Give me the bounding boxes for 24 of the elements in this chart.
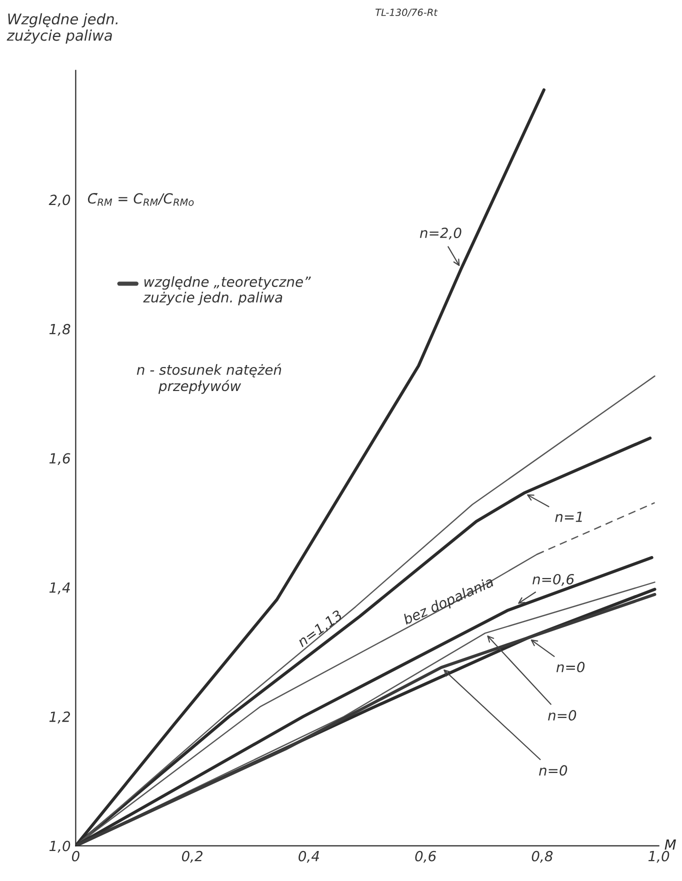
- x-axis-title: M: [664, 839, 676, 850]
- annotation: n=0,6: [532, 574, 574, 586]
- y-tick-label: 1,2: [49, 712, 70, 724]
- y-tick-label: 2,0: [48, 194, 70, 207]
- y-tick-label: 1,4: [49, 582, 70, 594]
- x-tick-label: 0,2: [182, 850, 203, 863]
- x-tick-label: 1,0: [648, 850, 670, 863]
- y-tick-label: 1,8: [49, 324, 70, 336]
- text: C̄$_{RM}$ = C$_{RM}$/C$_{RMo}$: [88, 193, 194, 206]
- y-tick-label: 1,6: [49, 453, 70, 466]
- annotation: n=0: [556, 662, 585, 672]
- x-tick-label: 0: [72, 850, 80, 862]
- annotation: n=0: [548, 710, 576, 721]
- annotation: n - stosunek natężeń przepływów: [136, 364, 282, 394]
- x-tick-label: 0,8: [532, 850, 553, 863]
- annotation: n=2,0: [420, 228, 462, 240]
- annotation: n=0: [539, 765, 568, 776]
- text: TL-130/76-Rt: [376, 8, 438, 17]
- x-tick-label: 0,6: [415, 850, 436, 863]
- y-tick-label: 1,0: [49, 840, 70, 853]
- annotation: względne „teoretyczne” zużycie jedn. paliwa: [143, 276, 311, 306]
- y-axis-title: Względne jedn. zużycie paliwa: [6, 13, 118, 44]
- x-tick-label: 0,4: [298, 850, 319, 863]
- annotation: n=1: [555, 512, 582, 522]
